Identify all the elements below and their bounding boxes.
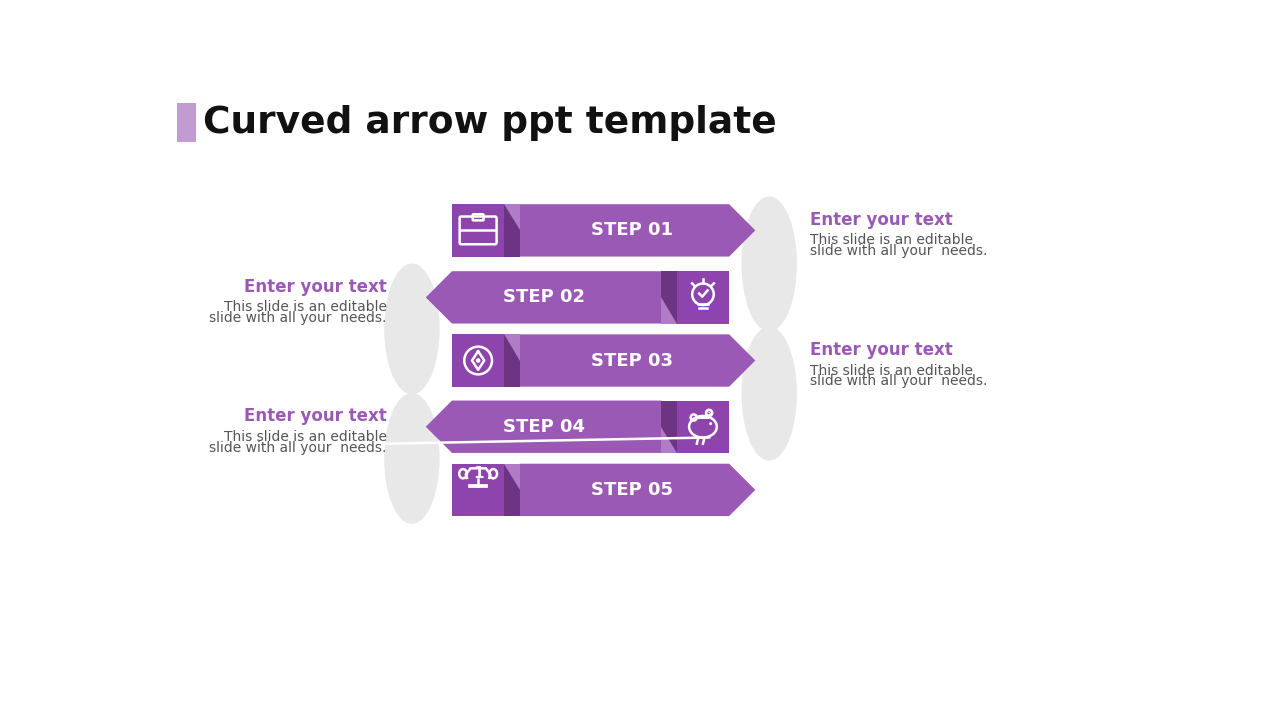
Bar bbox=[452, 204, 504, 256]
Bar bbox=[677, 400, 730, 453]
Text: slide with all your  needs.: slide with all your needs. bbox=[209, 441, 387, 454]
Polygon shape bbox=[504, 464, 520, 516]
Text: Enter your text: Enter your text bbox=[243, 278, 387, 296]
Circle shape bbox=[476, 359, 480, 363]
Text: STEP 03: STEP 03 bbox=[591, 351, 673, 369]
Polygon shape bbox=[504, 464, 520, 490]
Bar bbox=[177, 104, 196, 142]
Polygon shape bbox=[426, 400, 662, 453]
Polygon shape bbox=[662, 400, 677, 453]
Text: STEP 05: STEP 05 bbox=[591, 481, 673, 499]
Polygon shape bbox=[662, 427, 677, 453]
Text: Enter your text: Enter your text bbox=[243, 407, 387, 425]
Text: This slide is an editable: This slide is an editable bbox=[810, 364, 973, 377]
Bar bbox=[452, 334, 504, 387]
Polygon shape bbox=[504, 204, 520, 256]
Polygon shape bbox=[662, 297, 677, 323]
Polygon shape bbox=[504, 334, 520, 387]
Text: slide with all your  needs.: slide with all your needs. bbox=[810, 244, 987, 258]
Bar bbox=[452, 464, 504, 516]
Text: This slide is an editable: This slide is an editable bbox=[224, 430, 387, 444]
Ellipse shape bbox=[384, 264, 439, 395]
Text: This slide is an editable: This slide is an editable bbox=[810, 233, 973, 248]
Bar bbox=[677, 271, 730, 323]
Polygon shape bbox=[520, 204, 755, 256]
Ellipse shape bbox=[384, 393, 439, 523]
Polygon shape bbox=[504, 204, 520, 230]
Text: $: $ bbox=[707, 410, 712, 416]
Ellipse shape bbox=[741, 327, 797, 461]
Text: This slide is an editable: This slide is an editable bbox=[224, 300, 387, 315]
Polygon shape bbox=[520, 464, 755, 516]
Text: STEP 04: STEP 04 bbox=[503, 418, 585, 436]
Text: STEP 01: STEP 01 bbox=[591, 221, 673, 239]
Polygon shape bbox=[662, 271, 677, 323]
Text: slide with all your  needs.: slide with all your needs. bbox=[810, 374, 987, 388]
Polygon shape bbox=[426, 271, 662, 323]
Text: Curved arrow ppt template: Curved arrow ppt template bbox=[204, 104, 777, 140]
Polygon shape bbox=[520, 334, 755, 387]
Text: STEP 02: STEP 02 bbox=[503, 289, 585, 307]
Polygon shape bbox=[504, 334, 520, 361]
Text: Enter your text: Enter your text bbox=[810, 341, 952, 359]
Circle shape bbox=[709, 422, 712, 426]
Ellipse shape bbox=[741, 197, 797, 331]
Text: 1: 1 bbox=[472, 467, 484, 481]
Text: slide with all your  needs.: slide with all your needs. bbox=[209, 311, 387, 325]
Text: Enter your text: Enter your text bbox=[810, 211, 952, 229]
